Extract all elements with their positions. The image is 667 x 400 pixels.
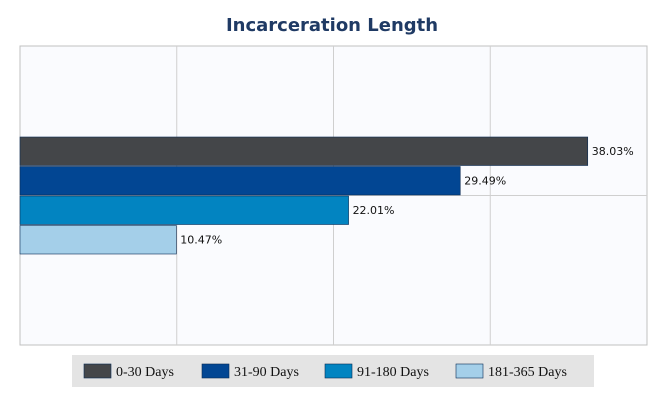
legend-swatch xyxy=(324,363,353,379)
bar-2 xyxy=(19,166,461,196)
bar-value-label: 29.49% xyxy=(464,174,506,187)
legend-swatch xyxy=(201,363,230,379)
bar-value-label: 10.47% xyxy=(180,233,222,246)
bar-3 xyxy=(19,195,349,225)
legend-label: 181-365 Days xyxy=(488,365,567,380)
bar-4 xyxy=(19,225,177,255)
legend-swatch xyxy=(455,363,484,379)
legend-swatch xyxy=(83,363,112,379)
legend-items: 0-30 Days 31-90 Days 91-180 Days 181-365 Da… xyxy=(83,363,567,380)
legend-label: 0-30 Days xyxy=(116,365,174,380)
bar-1 xyxy=(19,136,589,166)
data-labels: 38.03% 29.49% 22.01% 10.47% xyxy=(180,145,633,247)
gridlines xyxy=(20,46,647,345)
legend-label: 31-90 Days xyxy=(234,365,299,380)
bar-value-label: 38.03% xyxy=(592,145,634,158)
legend-label: 91-180 Days xyxy=(357,365,429,380)
chart-title: Incarceration Length xyxy=(226,15,438,36)
bars xyxy=(19,136,589,255)
bar-value-label: 22.01% xyxy=(353,204,395,217)
